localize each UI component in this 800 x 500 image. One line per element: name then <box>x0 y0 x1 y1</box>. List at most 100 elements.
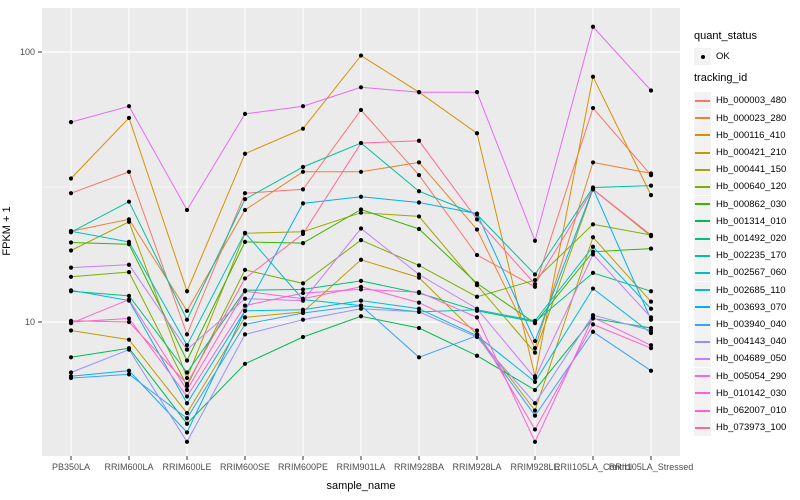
legend-key-swatch <box>694 298 711 316</box>
legend-label: Hb_002235_170 <box>716 250 787 262</box>
data-point <box>358 210 364 215</box>
legend-label: Hb_000003_480 <box>716 95 787 107</box>
legend-key-swatch <box>694 333 711 351</box>
line-swatch-icon <box>695 340 710 343</box>
data-point <box>184 332 190 337</box>
legend-item-Hb_000023_280: Hb_000023_280 <box>694 109 787 127</box>
data-point <box>590 270 596 276</box>
legend-item-Hb_000640_120: Hb_000640_120 <box>694 178 786 196</box>
data-point <box>300 240 306 246</box>
point-icon <box>700 54 705 59</box>
data-point <box>300 201 306 206</box>
data-point <box>648 183 654 188</box>
data-point <box>590 24 596 29</box>
data-point <box>358 257 364 262</box>
y-axis-title: FPKM + 1 <box>1 206 13 256</box>
legend-key-swatch <box>694 161 711 179</box>
data-point <box>242 315 248 320</box>
data-point <box>358 207 364 212</box>
data-point <box>300 290 306 296</box>
data-point <box>300 334 306 340</box>
x-tick-label: RRIM901LA <box>336 462 385 472</box>
legend-title-quant-status: quant_status <box>694 30 757 42</box>
data-point <box>184 381 190 386</box>
data-point <box>474 334 480 340</box>
data-point <box>300 307 306 312</box>
data-point <box>126 169 132 174</box>
legend-key-swatch <box>694 195 711 213</box>
data-point <box>242 322 248 327</box>
legend-label: Hb_000023_280 <box>716 112 787 124</box>
data-point <box>648 328 654 333</box>
data-point <box>532 318 538 323</box>
data-point <box>590 329 596 334</box>
legend-item-ok: OK <box>694 48 730 66</box>
data-point <box>68 120 74 125</box>
data-point <box>532 387 538 393</box>
data-point <box>590 322 596 327</box>
data-point <box>590 187 596 192</box>
line-swatch-icon <box>695 99 710 102</box>
data-point <box>648 171 654 176</box>
legend-item-Hb_000003_480: Hb_000003_480 <box>694 92 787 110</box>
legend-item-Hb_000116_410: Hb_000116_410 <box>694 126 786 144</box>
data-point <box>416 160 422 165</box>
legend-label: Hb_000421_210 <box>716 147 787 159</box>
data-point <box>532 439 538 444</box>
data-point <box>300 104 306 109</box>
data-point <box>358 306 364 311</box>
data-point <box>242 303 248 308</box>
data-point <box>474 131 480 136</box>
data-point <box>242 332 248 337</box>
legend-item-Hb_004689_050: Hb_004689_050 <box>694 350 786 368</box>
data-point <box>126 316 132 321</box>
legend-item-Hb_002685_110: Hb_002685_110 <box>694 281 786 299</box>
data-point <box>126 115 132 121</box>
legend-label: Hb_000862_030 <box>716 198 787 210</box>
data-point <box>532 375 538 381</box>
legend-key-swatch <box>694 126 711 144</box>
data-point <box>590 286 596 291</box>
legend-key-swatch <box>694 281 711 299</box>
data-point <box>416 189 422 194</box>
legend-label: Hb_062007_010 <box>716 405 787 417</box>
x-tick-label: RRIM600PE <box>278 462 328 472</box>
data-point <box>184 416 190 421</box>
y-tick-label: 10 <box>25 317 35 327</box>
line-swatch-icon <box>695 289 710 292</box>
data-point <box>242 230 248 235</box>
data-point <box>68 191 74 196</box>
x-tick-label: RRIM600LA <box>104 462 153 472</box>
line-swatch-icon <box>695 134 710 137</box>
data-point <box>126 270 132 275</box>
data-point <box>416 290 422 295</box>
data-point <box>532 338 538 344</box>
data-point <box>68 288 74 293</box>
data-point <box>358 194 364 199</box>
data-point <box>416 272 422 277</box>
data-point <box>300 287 306 292</box>
data-point <box>300 126 306 131</box>
line-swatch-icon <box>695 185 710 188</box>
data-point <box>184 347 190 352</box>
line-swatch-icon <box>695 151 710 154</box>
data-point <box>242 207 248 213</box>
legend-key-swatch <box>694 264 711 282</box>
legend-item-Hb_001492_020: Hb_001492_020 <box>694 230 786 248</box>
legend-item-Hb_005054_290: Hb_005054_290 <box>694 367 786 385</box>
data-point <box>68 240 74 245</box>
data-point <box>242 111 248 116</box>
data-point <box>68 318 74 323</box>
data-point <box>416 90 422 95</box>
data-point <box>648 246 654 251</box>
data-point <box>126 104 132 109</box>
data-point <box>358 226 364 231</box>
data-point <box>242 197 248 202</box>
line-swatch-icon <box>695 254 710 257</box>
data-point <box>300 187 306 192</box>
legend-key-swatch <box>694 230 711 248</box>
line-swatch-icon <box>695 168 710 171</box>
data-point <box>242 239 248 245</box>
data-point <box>474 211 480 216</box>
